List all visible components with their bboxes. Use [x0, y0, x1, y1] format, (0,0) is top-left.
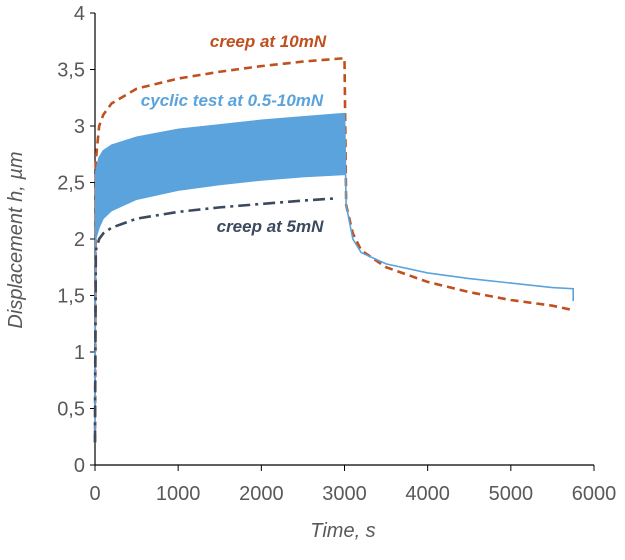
y-tick-label: 0 [74, 455, 85, 477]
series-line [94, 112, 575, 443]
x-axis-label: Time, s [310, 520, 375, 542]
series-label: cyclic test at 0.5-10mN [141, 91, 324, 110]
y-tick-label: 2,5 [57, 173, 85, 195]
y-tick-label: 1,5 [57, 286, 85, 308]
y-tick-label: 1 [74, 342, 85, 364]
series-label: creep at 5mN [217, 217, 324, 236]
y-tick-label: 4 [74, 3, 85, 25]
y-axis-label: Displacement h, µm [5, 151, 27, 328]
y-tick-label: 0,5 [57, 399, 85, 421]
y-tick-label: 3 [74, 116, 85, 138]
x-tick-label: 5000 [489, 483, 534, 505]
y-tick-label: 3,5 [57, 60, 85, 82]
y-tick-label: 2 [74, 229, 85, 251]
x-tick-label: 6000 [572, 483, 617, 505]
cyclic-band [94, 113, 345, 443]
x-tick-label: 3000 [322, 483, 367, 505]
x-tick-label: 4000 [405, 483, 450, 505]
series-line [93, 56, 574, 443]
x-tick-label: 2000 [239, 483, 284, 505]
x-tick-label: 1000 [156, 483, 201, 505]
series-label: creep at 10mN [210, 32, 327, 51]
x-tick-label: 0 [89, 483, 100, 505]
